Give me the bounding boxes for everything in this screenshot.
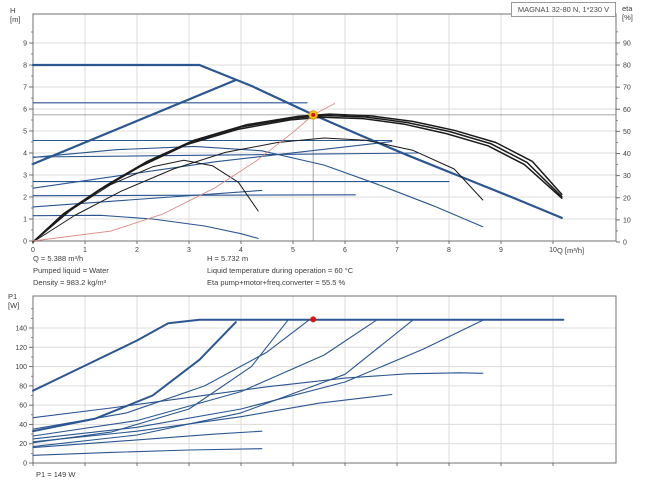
prop-pressure-2-curve	[32, 141, 393, 189]
svg-text:100: 100	[15, 364, 27, 371]
power-speed-i-curve	[32, 448, 263, 456]
svg-text:80: 80	[19, 383, 27, 390]
density-text: Density = 983.2 kg/m³	[33, 278, 107, 287]
eta-axis-unit: [%]	[622, 13, 633, 22]
svg-text:60: 60	[623, 107, 631, 114]
svg-text:5: 5	[291, 247, 295, 254]
eta-axis-symbol: eta	[622, 4, 633, 13]
power-prop-max-curve	[32, 321, 237, 433]
svg-text:90: 90	[623, 40, 631, 47]
eta-max-c-curve	[32, 116, 563, 243]
power-max-speed-curve	[32, 318, 565, 392]
duty-head-text: H = 5.732 m	[207, 254, 249, 263]
svg-text:5: 5	[23, 129, 27, 136]
eta-axis-label: eta [%]	[622, 4, 633, 22]
svg-text:3: 3	[187, 247, 191, 254]
duty-point-marker	[311, 112, 316, 117]
const-pressure-3.8-curve	[32, 152, 419, 158]
svg-text:4: 4	[23, 151, 27, 158]
power-speed-ii-curve	[32, 372, 484, 419]
svg-text:30: 30	[623, 173, 631, 180]
svg-text:2: 2	[135, 247, 139, 254]
svg-text:40: 40	[19, 422, 27, 429]
svg-text:6: 6	[343, 247, 347, 254]
svg-text:8: 8	[23, 63, 27, 70]
eta-max-b-curve	[32, 113, 563, 243]
power-const-4.5-curve	[32, 319, 377, 437]
power-const-6.25-curve	[32, 319, 310, 430]
prop-pressure-1-curve	[32, 189, 263, 208]
svg-text:1: 1	[83, 247, 87, 254]
svg-text:50: 50	[623, 129, 631, 136]
power-prop-2-curve	[32, 393, 393, 443]
pump-model-text: MAGNA1 32-80 N, 1*230 V	[517, 5, 610, 14]
svg-text:140: 140	[15, 325, 27, 332]
pump-model-badge: MAGNA1 32-80 N, 1*230 V	[511, 2, 616, 17]
svg-text:1: 1	[23, 217, 27, 224]
power-duty-marker	[310, 316, 317, 323]
svg-text:20: 20	[623, 195, 631, 202]
svg-text:2: 2	[23, 195, 27, 202]
svg-text:7: 7	[23, 85, 27, 92]
svg-text:120: 120	[15, 345, 27, 352]
svg-text:8: 8	[447, 247, 451, 254]
svg-text:4: 4	[239, 247, 243, 254]
power-join-7.3-curve	[32, 319, 414, 448]
eta-max-a-curve	[32, 114, 563, 243]
speed-i-curve-curve	[32, 214, 259, 239]
prop-pressure-max-curve	[31, 78, 237, 166]
svg-text:9: 9	[499, 247, 503, 254]
q-axis-label: Q [m³/h]	[557, 246, 585, 255]
svg-text:0: 0	[23, 461, 27, 468]
duty-flow-text: Q = 5.388 m³/h	[33, 254, 84, 263]
svg-text:40: 40	[623, 151, 631, 158]
eta-speed-ii-curve	[32, 137, 484, 243]
svg-text:0: 0	[623, 240, 627, 247]
power-flow-chart: 0 20 40 60 80 100 120 140	[15, 295, 617, 468]
power-join-4.9-curve	[32, 319, 289, 444]
h-axis-label: H [m]	[10, 6, 20, 24]
svg-text:6: 6	[23, 107, 27, 114]
speed-ii-curve-curve	[32, 145, 484, 228]
svg-text:9: 9	[23, 41, 27, 48]
p1-axis-label: P1 [W]	[8, 292, 19, 310]
p1-axis-symbol: P1	[8, 292, 18, 301]
pumped-liquid-text: Pumped liquid = Water	[33, 266, 109, 275]
efficiency-text: Eta pump+motor+freq.converter = 55.5 %	[207, 278, 346, 287]
p1-axis-unit: [W]	[8, 301, 20, 310]
power-value-text: P1 = 149 W	[36, 470, 76, 479]
svg-text:0: 0	[31, 247, 35, 254]
head-flow-chart: 0 1 2 3 4 5 6 7 8 9 100123456789010203040506070809…	[23, 13, 631, 254]
power-prop-1-curve	[32, 430, 263, 449]
power-const-2.7-curve	[32, 319, 484, 440]
max-speed-curve-curve	[31, 63, 563, 219]
svg-text:70: 70	[623, 85, 631, 92]
svg-text:3: 3	[23, 173, 27, 180]
h-axis-symbol: H	[10, 6, 16, 15]
svg-text:0: 0	[23, 239, 27, 246]
svg-text:10: 10	[549, 247, 557, 254]
h-axis-unit: [m]	[10, 15, 21, 24]
system-curve-curve	[32, 103, 336, 242]
svg-text:80: 80	[623, 63, 631, 70]
eta-speed-i-curve	[32, 159, 259, 243]
svg-text:60: 60	[19, 403, 27, 410]
liquid-temperature-text: Liquid temperature during operation = 60…	[207, 266, 354, 275]
svg-text:7: 7	[395, 247, 399, 254]
svg-text:10: 10	[623, 217, 631, 224]
svg-text:20: 20	[19, 441, 27, 448]
